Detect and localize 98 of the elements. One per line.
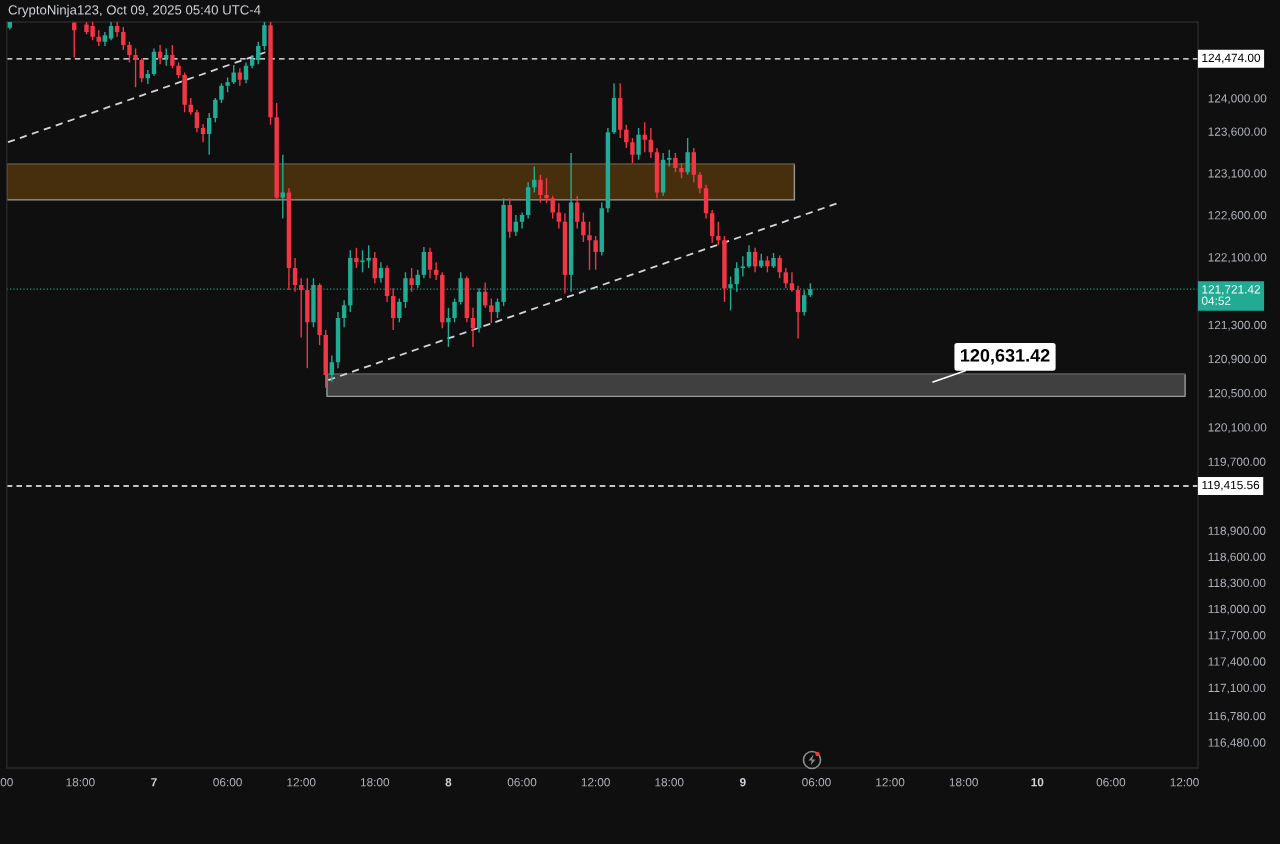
candlestick xyxy=(446,307,451,348)
candlestick xyxy=(783,267,788,290)
x-tick-label: 06:00 xyxy=(802,778,831,787)
candlestick xyxy=(452,297,457,323)
chart-title: CryptoNinja123, Oct 09, 2025 05:40 UTC-4 xyxy=(8,4,261,18)
candlestick xyxy=(231,64,236,85)
ref-line-label: 121,721.42 04:52 xyxy=(1201,285,1260,305)
y-tick-label: 117,100.00 xyxy=(1208,683,1266,694)
candlestick xyxy=(673,152,678,173)
candlestick xyxy=(691,147,696,184)
x-tick-label: 06:00 xyxy=(507,778,537,787)
candlestick xyxy=(121,26,126,51)
y-tick-label: 118,900.00 xyxy=(1208,526,1266,537)
candlestick xyxy=(391,287,396,331)
x-tick-label: 12:00 xyxy=(581,778,610,787)
x-tick-label: 9 xyxy=(739,778,746,787)
x-tick-label: 12:00 xyxy=(876,778,905,787)
candlestick xyxy=(139,57,144,84)
y-tick-label: 120,500.00 xyxy=(1208,388,1267,399)
candlestick xyxy=(366,244,371,269)
candlestick xyxy=(200,123,206,143)
x-tick-label: 18:00 xyxy=(949,778,978,787)
y-tick-label: 121,300.00 xyxy=(1208,320,1267,331)
candlestick xyxy=(256,41,261,65)
candlestick xyxy=(630,137,635,164)
y-tick-label: 117,400.00 xyxy=(1208,657,1266,668)
x-tick-label: 10 xyxy=(1031,778,1044,787)
candlestick xyxy=(716,221,721,247)
candlestick xyxy=(329,354,335,383)
candlestick xyxy=(409,267,414,293)
candlestick xyxy=(243,61,249,84)
candlestick xyxy=(219,82,224,104)
candlestick xyxy=(636,127,641,161)
candlestick xyxy=(575,195,580,230)
candlestick xyxy=(127,41,132,64)
ref-line-label: 119,415.56 xyxy=(1202,480,1260,491)
candlestick xyxy=(433,261,439,281)
x-tick-label: 8 xyxy=(445,778,452,787)
x-tick-label: 06:00 xyxy=(213,778,242,787)
candlestick xyxy=(341,299,347,329)
candlestick xyxy=(709,209,715,244)
candlestick xyxy=(777,254,782,279)
x-tick-label: 18:00 xyxy=(360,778,390,787)
x-tick-label: 00 xyxy=(0,778,13,787)
x-tick-label: 7 xyxy=(151,778,157,787)
candlestick xyxy=(544,177,549,204)
candlestick xyxy=(538,174,543,204)
candlestick xyxy=(397,297,402,323)
candlestick xyxy=(593,235,598,271)
ref-line-label: 124,474.00 xyxy=(1202,53,1261,64)
y-tick-label: 119,700.00 xyxy=(1208,457,1266,468)
candlestick xyxy=(801,289,807,317)
y-tick-label: 124,000.00 xyxy=(1208,94,1267,104)
y-tick-label: 117,700.00 xyxy=(1208,631,1266,641)
x-tick-label: 06:00 xyxy=(1096,778,1126,787)
candlestick xyxy=(170,44,175,69)
candlestick xyxy=(550,195,555,220)
x-tick-label: 12:00 xyxy=(1170,778,1199,787)
y-tick-label: 123,600.00 xyxy=(1208,127,1267,138)
y-tick-label: 122,600.00 xyxy=(1208,211,1267,221)
y-tick-label: 120,100.00 xyxy=(1208,423,1267,433)
y-tick-label: 122,100.00 xyxy=(1208,253,1267,263)
y-tick-label: 118,000.00 xyxy=(1208,604,1266,615)
candlestick xyxy=(581,211,586,243)
candlestick xyxy=(292,257,298,293)
candlestick xyxy=(489,297,494,324)
candlestick xyxy=(280,154,285,220)
candlestick xyxy=(795,285,801,340)
candlestick xyxy=(354,247,359,269)
candlestick xyxy=(427,247,433,279)
candlestick xyxy=(685,137,690,176)
candlestick xyxy=(262,22,267,51)
y-tick-label: 116,780.00 xyxy=(1208,711,1266,722)
candlestick xyxy=(421,246,427,279)
x-tick-label: 18:00 xyxy=(66,778,95,787)
candlestick xyxy=(114,22,120,38)
candlestick xyxy=(789,271,795,293)
y-tick-label: 120,900.00 xyxy=(1208,354,1267,365)
x-tick-label: 12:00 xyxy=(287,778,316,787)
candlestick xyxy=(587,221,592,271)
candlestick xyxy=(133,47,138,89)
y-tick-label: 118,600.00 xyxy=(1208,552,1266,563)
candlestick xyxy=(372,251,378,284)
y-tick-label: 123,100.00 xyxy=(1208,169,1267,179)
candlestick xyxy=(740,255,746,278)
candlestick xyxy=(194,109,200,133)
candlestick xyxy=(403,271,408,309)
candlestick xyxy=(298,277,304,339)
candlestick xyxy=(642,121,647,153)
x-tick-label: 18:00 xyxy=(655,778,684,787)
candlestick xyxy=(213,97,218,123)
candlestick xyxy=(624,124,629,149)
candlestick xyxy=(360,249,365,274)
y-tick-label: 118,300.00 xyxy=(1208,578,1266,589)
candlestick xyxy=(495,297,500,319)
y-tick-label: 116,480.00 xyxy=(1208,738,1266,749)
annotation: 120,631.42 xyxy=(960,349,1050,365)
candlestick xyxy=(206,112,212,156)
